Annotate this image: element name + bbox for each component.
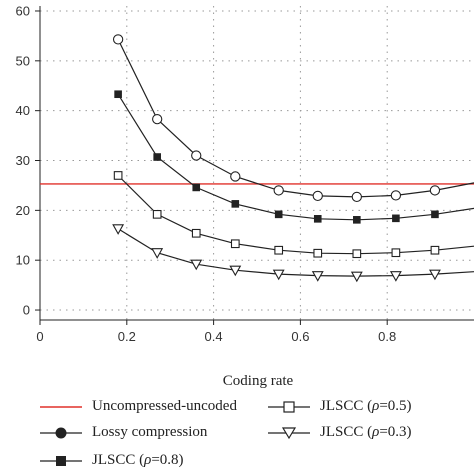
y-tick-label: 60 — [16, 3, 30, 18]
data-point — [352, 249, 362, 259]
data-point — [230, 239, 240, 249]
open-triangle-down-icon — [266, 426, 312, 440]
data-point — [112, 224, 125, 235]
legend-label: JLSCC (ρ=0.3) — [320, 424, 412, 440]
data-point — [191, 150, 202, 161]
data-point — [114, 90, 122, 99]
data-point — [192, 183, 201, 192]
y-tick-label: 30 — [16, 153, 30, 168]
x-tick-label: 0.4 — [205, 329, 223, 344]
grid — [40, 6, 474, 320]
chart: 0 10 20 30 40 50 60 0 0.2 0.4 0.6 0.8 Coding rate — [16, 3, 474, 389]
data-point — [313, 215, 322, 223]
tick-labels: 0 10 20 30 40 50 60 0 0.2 0.4 0.6 0.8 — [16, 3, 397, 344]
open-square-icon — [266, 400, 312, 414]
legend: Uncompressed-uncoded JLSCC (ρ=0.5) Lossy… — [0, 392, 474, 474]
filled-circle-icon — [38, 426, 84, 440]
data-point — [273, 185, 284, 196]
series-line-2 — [117, 175, 474, 255]
data-point — [390, 190, 402, 201]
data-point — [229, 265, 242, 277]
y-tick-label: 10 — [16, 253, 30, 268]
legend-item-jlscc-05: JLSCC (ρ=0.5) — [266, 398, 412, 415]
data-point — [151, 248, 164, 259]
data-point — [274, 245, 284, 255]
legend-label: Lossy compression — [92, 424, 208, 440]
data-point — [311, 271, 324, 282]
data-point — [431, 210, 439, 219]
series-group — [40, 34, 474, 283]
data-point — [153, 153, 161, 161]
y-tick-label: 50 — [16, 53, 30, 68]
legend-item-jlscc-08: JLSCC (ρ=0.8) — [38, 452, 184, 469]
data-point — [353, 216, 361, 224]
y-tick-label: 40 — [16, 103, 30, 118]
data-point — [231, 200, 240, 208]
legend-item-lossy: Lossy compression — [38, 424, 207, 441]
data-point — [113, 171, 123, 180]
x-tick-label: 0.8 — [378, 329, 396, 344]
data-point — [274, 210, 283, 219]
y-tick-label: 0 — [23, 303, 30, 318]
data-point — [190, 259, 203, 271]
x-tick-label: 0.6 — [291, 329, 309, 344]
data-point — [351, 191, 362, 203]
x-tick-label: 0 — [36, 329, 43, 344]
data-point — [312, 190, 323, 202]
data-point — [191, 228, 201, 238]
data-point — [313, 248, 323, 258]
data-point — [392, 214, 400, 223]
legend-label: JLSCC (ρ=0.5) — [320, 398, 412, 414]
data-point — [430, 245, 440, 255]
y-tick-label: 20 — [16, 203, 30, 218]
data-point — [389, 271, 402, 282]
legend-label: JLSCC (ρ=0.8) — [92, 452, 184, 468]
data-point — [429, 185, 441, 196]
red-line-icon — [38, 400, 84, 414]
axes — [35, 6, 474, 325]
data-point — [350, 271, 363, 283]
data-point — [112, 34, 124, 45]
series-line-3 — [117, 228, 474, 277]
data-point — [230, 171, 241, 182]
series-line-1 — [117, 93, 474, 221]
series-line-0 — [117, 39, 474, 198]
data-point — [391, 248, 401, 258]
legend-item-uncompressed: Uncompressed-uncoded — [38, 398, 237, 415]
data-point — [272, 269, 285, 281]
legend-label: Uncompressed-uncoded — [92, 398, 237, 414]
data-point — [429, 269, 441, 281]
x-axis-label: Coding rate — [223, 373, 294, 389]
data-point — [152, 113, 163, 125]
data-point — [152, 209, 162, 219]
legend-item-jlscc-03: JLSCC (ρ=0.3) — [266, 424, 412, 441]
x-tick-label: 0.2 — [118, 329, 136, 344]
filled-square-icon — [38, 454, 84, 468]
